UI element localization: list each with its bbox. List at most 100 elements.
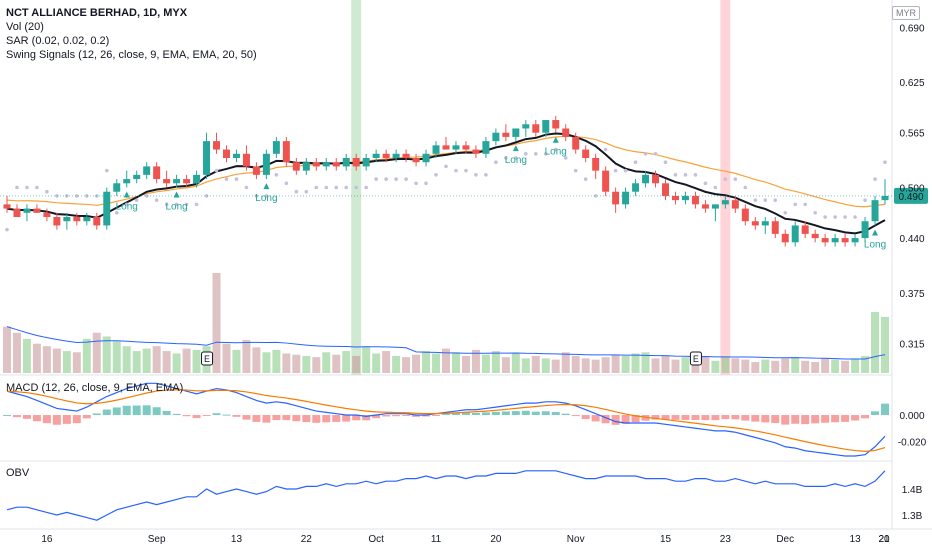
macd-histogram-bar xyxy=(591,415,600,422)
volume-bar xyxy=(871,312,880,373)
macd-histogram-bar xyxy=(581,415,590,420)
sar-dot xyxy=(234,177,239,181)
volume-bar xyxy=(412,354,421,373)
volume-bar xyxy=(591,359,600,373)
volume-bar xyxy=(521,358,530,373)
candle-body xyxy=(223,149,230,158)
sar-dot xyxy=(573,168,578,173)
macd-histogram-bar xyxy=(561,413,570,416)
candle-body xyxy=(23,208,31,213)
volume-bar xyxy=(721,357,730,373)
volume-bar xyxy=(142,348,151,373)
sar-dot xyxy=(55,194,59,198)
candle-body xyxy=(691,195,699,205)
macd-histogram-bar xyxy=(212,413,221,416)
candle-body xyxy=(402,153,410,158)
currency-badge[interactable]: MYR xyxy=(892,6,920,20)
candle-body xyxy=(472,149,480,154)
earnings-event-marker xyxy=(201,351,214,366)
volume-bar xyxy=(212,273,221,373)
macd-histogram-bar xyxy=(471,413,480,416)
macd-histogram-bar xyxy=(242,415,251,420)
volume-bar xyxy=(192,349,201,373)
macd-histogram-bar xyxy=(721,415,730,420)
candle-body xyxy=(332,162,340,167)
volume-bar xyxy=(262,352,271,373)
sar-dot xyxy=(344,185,349,190)
volume-bar xyxy=(132,351,141,373)
volume-bar xyxy=(112,341,121,373)
volume-bar xyxy=(811,362,820,373)
macd-histogram-bar xyxy=(372,415,381,419)
volume-bar xyxy=(781,358,790,373)
macd-histogram-bar xyxy=(222,414,231,416)
volume-bar xyxy=(302,355,311,373)
price-tick-label: 0.625 xyxy=(899,78,924,89)
macd-histogram-bar xyxy=(402,415,411,417)
macd-histogram-bar xyxy=(831,415,840,423)
candle-body xyxy=(502,132,510,137)
sar-dot xyxy=(274,173,279,177)
volume-bar xyxy=(342,351,351,373)
sar-dot xyxy=(823,215,827,219)
macd-histogram-bar xyxy=(761,415,770,423)
volume-bar xyxy=(32,343,41,373)
candle-body xyxy=(731,200,739,209)
sar-dot xyxy=(693,173,698,177)
sar-dot xyxy=(35,185,39,190)
candle-body xyxy=(342,157,350,167)
candle-body xyxy=(163,179,171,184)
long-signal-arrow xyxy=(552,136,559,143)
macd-histogram-bar xyxy=(821,415,830,423)
sar-dot xyxy=(533,151,538,156)
sar-dot xyxy=(384,177,388,181)
candle-body xyxy=(671,195,679,201)
volume-bar xyxy=(122,346,131,373)
volume-bar xyxy=(461,355,470,373)
macd-histogram-bar xyxy=(511,411,520,416)
candle-body xyxy=(801,225,809,234)
last-price-label: 0.490 xyxy=(898,192,923,203)
sar-dot xyxy=(144,194,149,198)
long-signal-arrow xyxy=(512,145,519,152)
candle-body xyxy=(761,221,769,226)
volume-bar xyxy=(242,340,251,373)
sar-dot xyxy=(114,210,119,215)
candle-body xyxy=(322,162,330,167)
macd-histogram-bar xyxy=(32,415,41,422)
volume-bar xyxy=(651,358,660,373)
sar-dot xyxy=(783,210,788,215)
volume-bar xyxy=(322,352,331,373)
candle-body xyxy=(771,221,779,234)
volume-bar xyxy=(402,357,411,373)
macd-histogram-bar xyxy=(541,411,550,416)
volume-ma-line xyxy=(6,326,886,360)
macd-histogram-bar xyxy=(182,415,191,417)
candle-body xyxy=(642,174,650,184)
candle-body xyxy=(462,145,470,150)
last-price-badge xyxy=(894,187,928,204)
volume-bar xyxy=(601,357,610,373)
sar-dot xyxy=(194,202,199,207)
candle-body xyxy=(352,157,360,167)
volume-bar xyxy=(282,353,291,373)
macd-histogram-bar xyxy=(571,415,580,417)
sar-dot xyxy=(593,194,598,198)
candle-body xyxy=(382,153,390,158)
obv-legend: OBV xyxy=(6,467,30,479)
volume-bar xyxy=(92,332,101,373)
time-tick-label: 15 xyxy=(660,534,672,545)
volume-bar xyxy=(561,352,570,373)
sar-dot xyxy=(124,202,129,207)
volume-bar xyxy=(102,336,111,373)
price-tick-label: 0.690 xyxy=(899,23,924,34)
candle-body xyxy=(492,132,500,142)
macd-histogram-bar xyxy=(22,415,31,419)
macd-histogram-bar xyxy=(871,411,880,416)
macd-histogram-bar xyxy=(481,412,490,416)
volume-bar xyxy=(432,353,441,373)
volume-bar xyxy=(481,354,490,373)
sar-dot xyxy=(514,156,518,160)
candle-body xyxy=(811,233,819,239)
